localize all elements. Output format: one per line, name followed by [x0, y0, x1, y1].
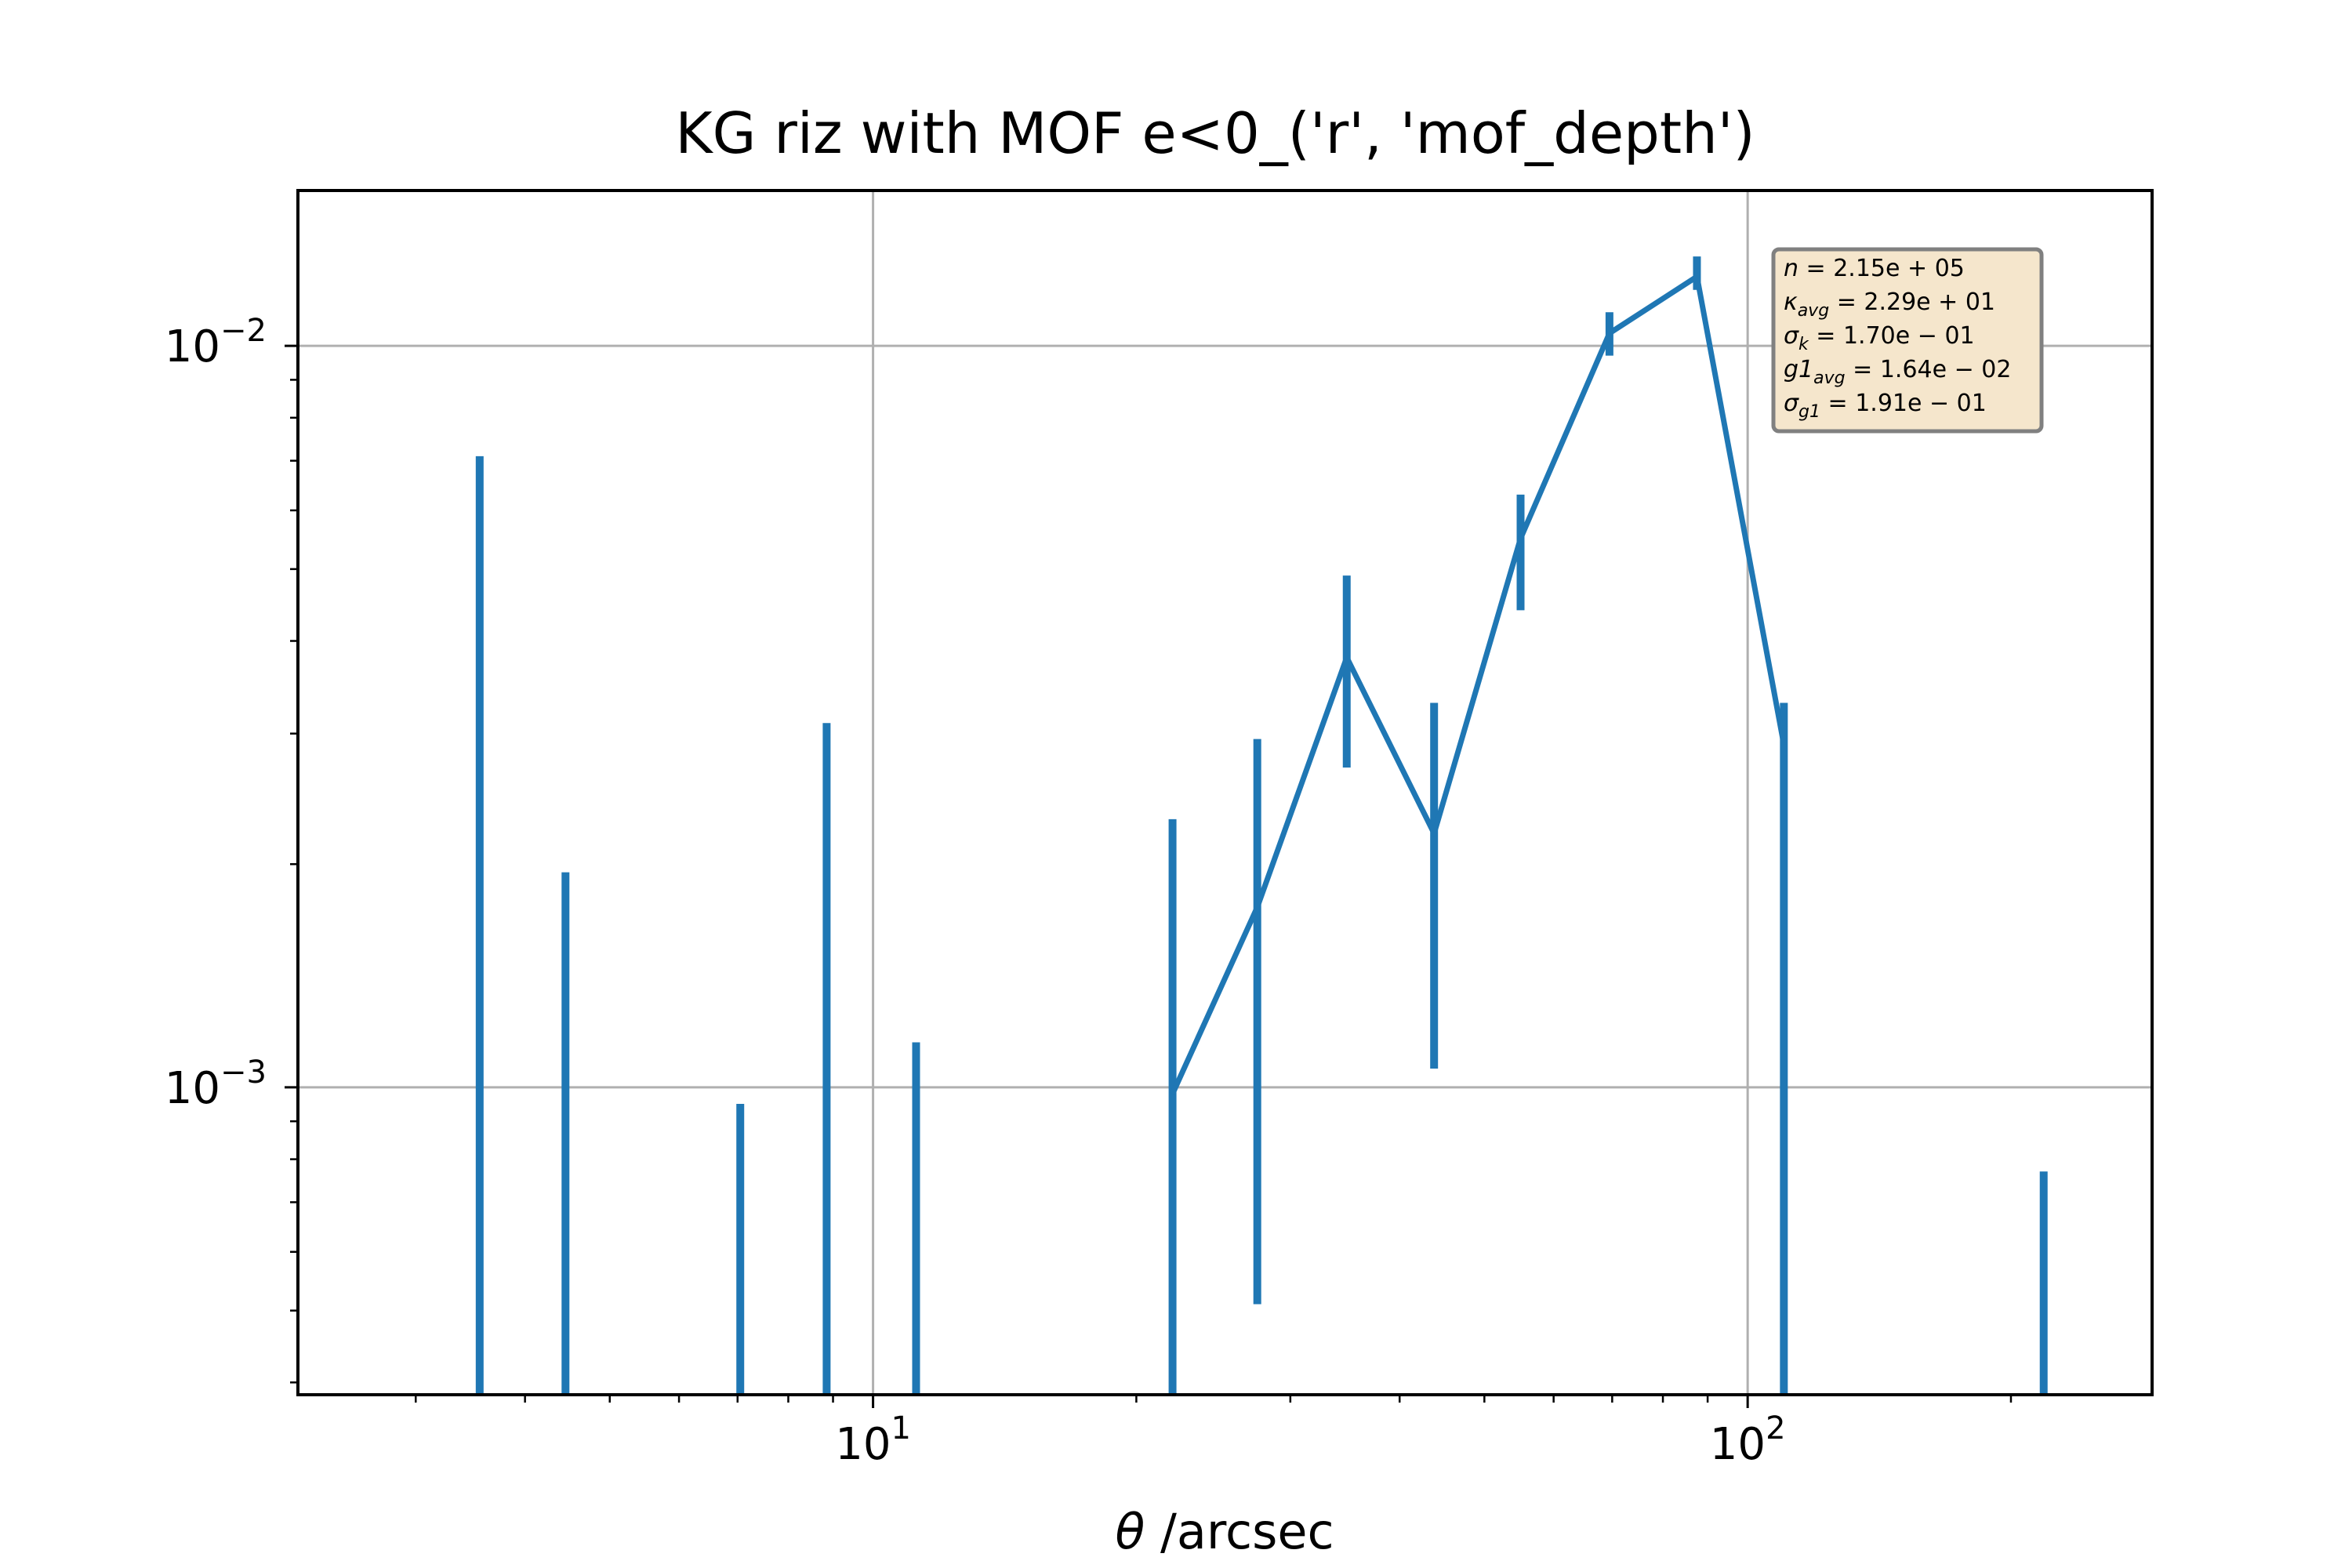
- series: [475, 256, 2048, 1395]
- axis-ticks: 101 102 10−2 10−3: [165, 313, 2013, 1470]
- y-tick-label: 10−2: [165, 313, 267, 372]
- stats-line: σg1 = 1.91e − 01: [1784, 390, 1987, 422]
- stats-line: n = 2.15e + 05: [1784, 255, 1965, 282]
- grid: [298, 191, 2152, 1395]
- stats-line: σk = 1.70e − 01: [1784, 322, 1975, 354]
- series-line: [1170, 274, 1787, 1095]
- x-tick-label: 102: [1710, 1410, 1786, 1470]
- chart-title: KG riz with MOF e<0_('r', 'mof_depth'): [675, 100, 1755, 166]
- stats-line: κavg = 2.29e + 01: [1784, 289, 1995, 321]
- y-tick-label: 10−3: [165, 1054, 267, 1114]
- stats-line: g1avg = 1.64e − 02: [1784, 356, 2011, 388]
- x-axis-label: θ /arcsec: [1115, 1503, 1334, 1560]
- x-tick-label: 101: [835, 1410, 911, 1470]
- stats-box-frame: [1771, 247, 2044, 434]
- plot-frame: [296, 189, 2154, 1396]
